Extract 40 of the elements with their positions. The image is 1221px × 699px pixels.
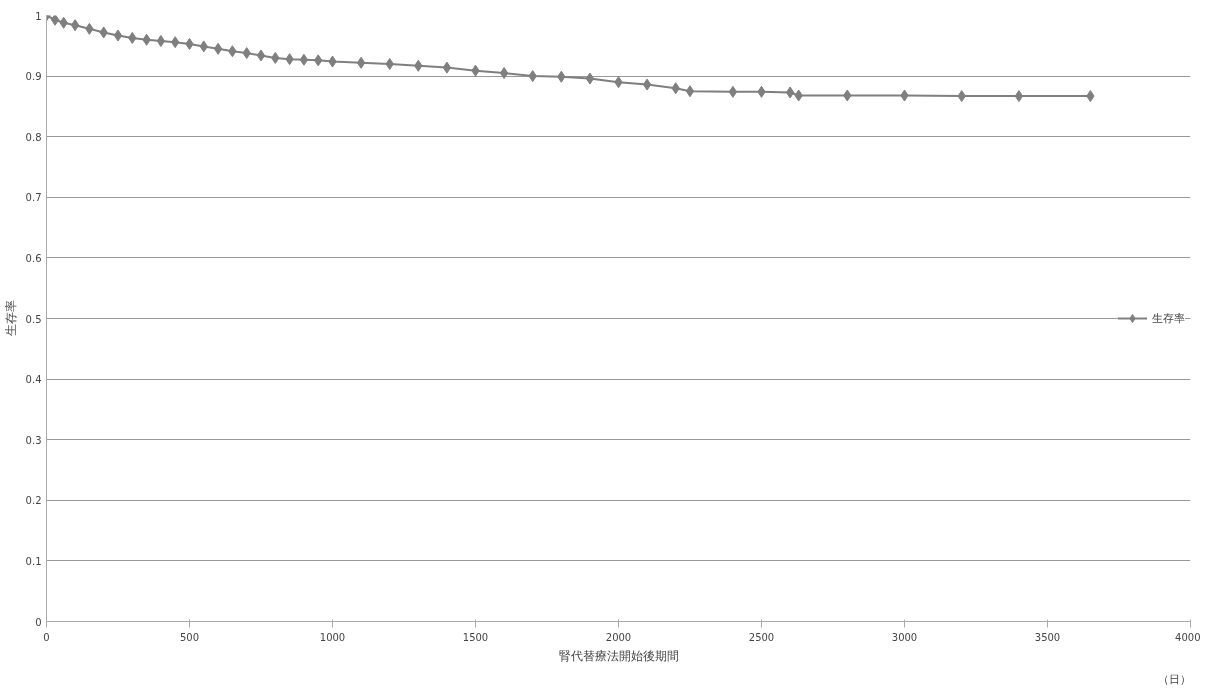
y-tick-label: 0.8 [25, 131, 42, 143]
point [442, 61, 452, 74]
y-tick-label: 0.6 [25, 252, 42, 264]
x-tick-label: 2500 [748, 631, 775, 643]
x-tick-label: 500 [179, 631, 200, 643]
y-tick-label: 0.7 [25, 192, 42, 204]
point [356, 56, 366, 69]
y-axis-title: 生存率 [3, 300, 18, 337]
y-tick-label: 0.5 [25, 313, 42, 325]
x-tick-label: 1000 [319, 631, 346, 643]
x-tick-label: 3000 [891, 631, 918, 643]
legend-label: 生存率 [1152, 310, 1185, 326]
point [1014, 90, 1024, 103]
point [50, 15, 60, 26]
y-tick-label: 0.2 [25, 495, 42, 507]
y-tick-label: 0.4 [25, 374, 42, 386]
y-tick-label: 0.9 [25, 71, 42, 83]
point [70, 19, 80, 32]
x-tick-label: 3500 [1034, 631, 1061, 643]
x-tick-label: 2000 [605, 631, 632, 643]
x-tick-label: 0 [43, 631, 50, 643]
point [642, 78, 652, 91]
y-tick-label: 0 [35, 616, 42, 628]
point [299, 53, 309, 66]
x-tick-label: 1500 [462, 631, 489, 643]
point [113, 29, 123, 42]
text: （日） [1157, 672, 1191, 686]
point [256, 49, 266, 62]
point [585, 72, 595, 85]
point [156, 34, 166, 47]
point [728, 85, 738, 98]
point [213, 42, 223, 55]
y-tick-label: 0.3 [25, 434, 42, 446]
x-tick-label: 4000 [1175, 631, 1201, 643]
y-tick-label: 0.1 [25, 555, 42, 567]
y-tick-label: 1 [35, 10, 42, 22]
x-axis-title: 腎代替療法開始後期間 [558, 648, 679, 663]
point [785, 86, 795, 99]
point [685, 85, 695, 98]
point [499, 67, 509, 80]
